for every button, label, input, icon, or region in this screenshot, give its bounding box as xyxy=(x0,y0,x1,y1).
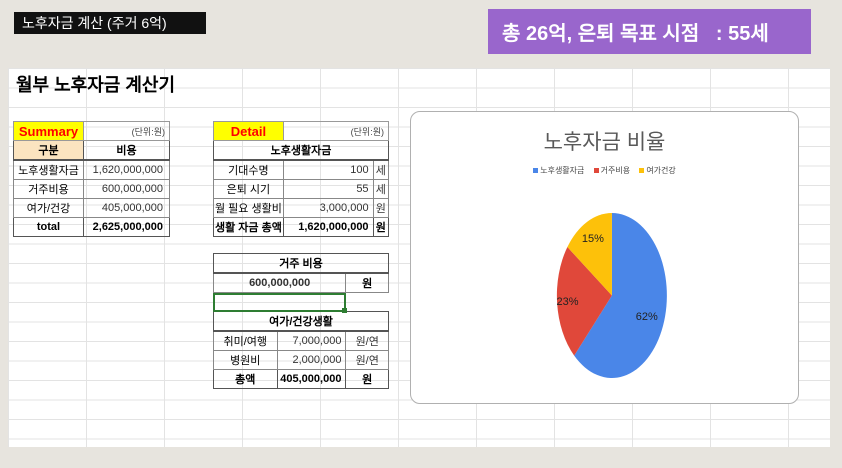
svg-text:62%: 62% xyxy=(636,311,658,323)
svg-text:15%: 15% xyxy=(582,233,604,245)
svg-text:23%: 23% xyxy=(556,296,578,308)
